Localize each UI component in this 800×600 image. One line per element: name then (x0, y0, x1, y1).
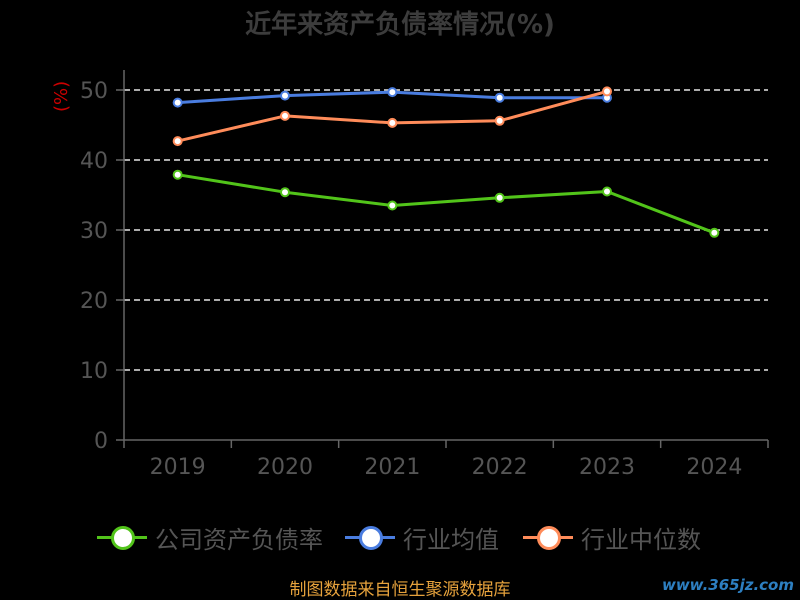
x-tick-label: 2022 (472, 455, 528, 480)
legend-label-company: 公司资产负债率 (155, 525, 323, 554)
series-line-0 (177, 173, 715, 235)
data-point-series-0 (602, 186, 612, 197)
x-tick-label: 2023 (579, 455, 635, 480)
y-tick-label: 0 (94, 429, 108, 454)
x-tick-label: 2021 (364, 455, 420, 480)
data-point-series-1 (280, 90, 290, 101)
data-source-footer: 制图数据来自恒生聚源数据库 (289, 580, 511, 600)
legend-marker-industry-median (523, 521, 573, 553)
y-tick-label: 50 (80, 79, 108, 104)
watermark: www.365jz.com (661, 576, 794, 594)
legend-marker-industry-average (345, 521, 395, 553)
x-tick-label: 2019 (150, 455, 206, 480)
data-point-series-2 (172, 136, 183, 147)
data-point-series-1 (387, 87, 398, 98)
data-point-series-1 (494, 92, 505, 103)
data-point-series-0 (494, 192, 505, 203)
data-point-series-2 (602, 86, 612, 97)
data-point-series-2 (387, 117, 398, 128)
data-point-series-0 (387, 200, 398, 211)
line-chart: 0 10 20 30 40 50 2019 2020 2021 2022 2023 2024 (80, 70, 769, 480)
data-point-series-0 (172, 169, 183, 180)
data-point-series-0 (709, 227, 720, 238)
data-point-series-2 (280, 110, 290, 121)
legend-label-industry-average: 行业均值 (403, 525, 499, 554)
data-point-series-0 (280, 187, 290, 198)
chart-legend: 公司资产负债率 行业均值 行业中位数 (0, 521, 800, 554)
legend-item-industry-median[interactable]: 行业中位数 (523, 521, 701, 554)
y-tick-label: 10 (80, 359, 108, 384)
legend-item-industry-average[interactable]: 行业均值 (345, 521, 499, 554)
data-point-series-2 (494, 115, 505, 126)
y-tick-label: 30 (80, 219, 108, 244)
legend-marker-company (97, 521, 147, 553)
legend-label-industry-median: 行业中位数 (581, 525, 701, 554)
x-tick-label: 2024 (686, 455, 742, 480)
x-tick-label: 2020 (257, 455, 313, 480)
data-point-series-1 (172, 97, 183, 108)
legend-item-company[interactable]: 公司资产负债率 (97, 521, 323, 554)
y-tick-label: 20 (80, 289, 108, 314)
chart-title: 近年来资产负债率情况(%) (245, 10, 555, 40)
y-tick-label: 40 (80, 149, 108, 174)
